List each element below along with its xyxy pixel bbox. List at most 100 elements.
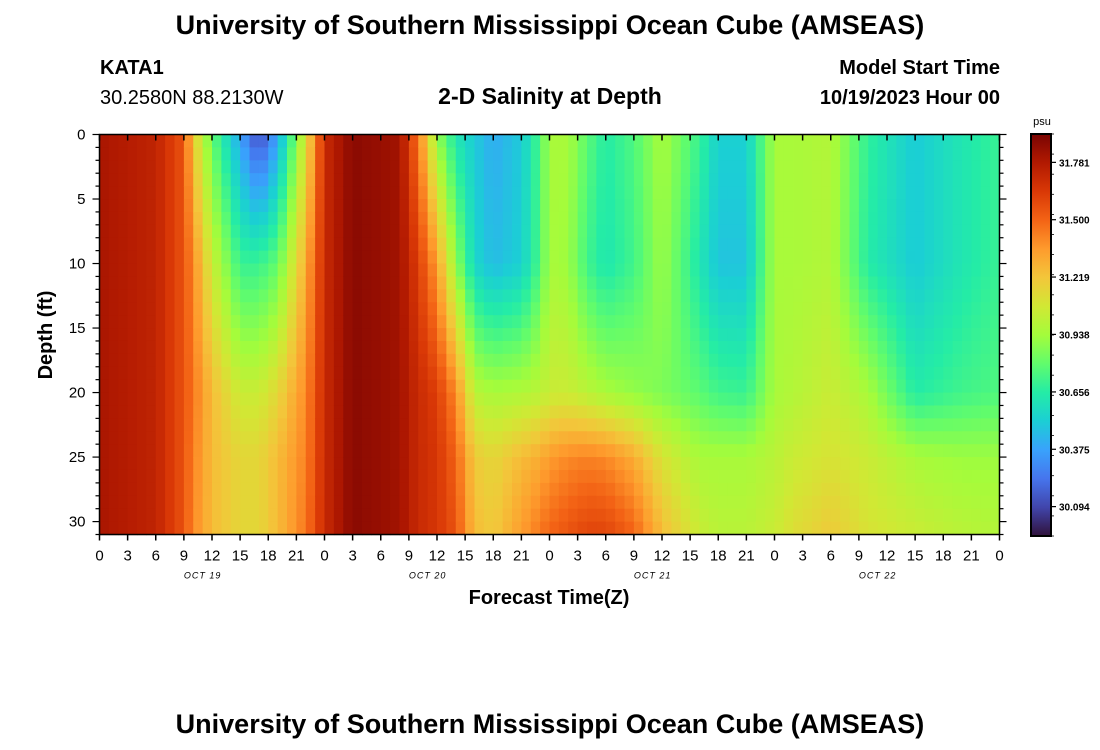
heatmap-cell [390,405,401,419]
heatmap-cell [333,379,344,394]
heatmap-cell [652,160,663,174]
heatmap-cell [240,469,251,484]
heatmap-cell [371,315,382,329]
heatmap-cell [952,302,963,316]
heatmap-cell [549,431,560,445]
heatmap-cell [905,482,916,497]
heatmap-cell [587,495,597,510]
heatmap-cell [202,482,213,497]
heatmap-cell [315,173,326,187]
heatmap-cell [980,508,991,523]
heatmap-cell [662,147,672,161]
heatmap-cell [137,276,147,290]
heatmap-cell [662,237,672,252]
heatmap-cell [783,134,794,148]
heatmap-cell [108,340,119,355]
heatmap-cell [455,276,466,290]
heatmap-cell [727,379,738,394]
heatmap-cell [643,211,654,226]
heatmap-cell [718,431,729,445]
heatmap-cell [427,418,438,432]
heatmap-cell [952,444,963,458]
heatmap-cell [212,508,222,523]
heatmap-cell [699,250,710,265]
heatmap-cell [980,237,991,252]
heatmap-cell [315,315,326,329]
heatmap-cell [887,469,897,484]
heatmap-cell [549,250,560,265]
heatmap-cell [343,366,354,381]
heatmap-cell [418,469,429,484]
heatmap-cell [896,521,907,536]
heatmap-cell [643,392,654,407]
heatmap-cell [455,431,466,445]
heatmap-cell [737,379,747,394]
heatmap-cell [568,237,579,252]
heatmap-cell [362,186,372,200]
x-tick-label: 3 [348,548,356,565]
heatmap-cell [474,276,485,290]
heatmap-cell [315,340,326,355]
heatmap-cell [165,289,176,303]
heatmap-cell [343,160,354,174]
heatmap-cell [596,289,607,303]
heatmap-cell [933,237,944,252]
heatmap-cell [446,263,457,278]
heatmap-cell [540,379,551,394]
heatmap-cell [230,457,241,471]
heatmap-cell [418,521,429,536]
heatmap-cell [868,482,879,497]
heatmap-cell [765,366,776,381]
heatmap-cell [324,328,335,342]
heatmap-cell [362,250,372,265]
heatmap-cell [493,469,504,484]
heatmap-cell [362,147,372,161]
heatmap-cell [915,469,926,484]
heatmap-cell [155,147,166,161]
heatmap-cell [887,199,897,213]
heatmap-cell [587,405,597,419]
heatmap-cell [737,418,747,432]
heatmap-cell [793,173,804,187]
heatmap-cell [849,173,860,187]
heatmap-cell [483,173,494,187]
heatmap-cell [530,444,541,458]
heatmap-cell [287,199,297,213]
heatmap-cell [962,482,972,497]
heatmap-cell [858,392,869,407]
heatmap-cell [924,173,935,187]
heatmap-cell [296,173,307,187]
heatmap-cell [296,302,307,316]
heatmap-cell [577,457,588,471]
heatmap-cell [455,147,466,161]
heatmap-cell [118,289,129,303]
heatmap-cell [530,418,541,432]
heatmap-cell [333,250,344,265]
heatmap-cell [840,495,851,510]
heatmap-cell [812,366,822,381]
heatmap-cell [352,353,363,368]
x-tick-label: 3 [123,548,131,565]
heatmap-cell [127,457,138,471]
heatmap-cell [633,211,644,226]
heatmap-cell [521,521,532,536]
heatmap-cell [952,211,963,226]
heatmap-cell [108,444,119,458]
heatmap-cell [371,379,382,394]
heatmap-cell [755,134,766,148]
heatmap-cell [868,211,879,226]
heatmap-cell [577,444,588,458]
heatmap-cell [952,457,963,471]
heatmap-cell [249,276,260,290]
heatmap-cell [502,340,513,355]
heatmap-cell [615,276,626,290]
heatmap-cell [362,457,372,471]
heatmap-cell [840,173,851,187]
heatmap-cell [212,444,222,458]
heatmap-cell [671,366,682,381]
heatmap-cell [774,328,785,342]
heatmap-cell [558,302,569,316]
heatmap-cell [408,160,419,174]
heatmap-cell [258,237,269,252]
heatmap-cell [99,173,110,187]
